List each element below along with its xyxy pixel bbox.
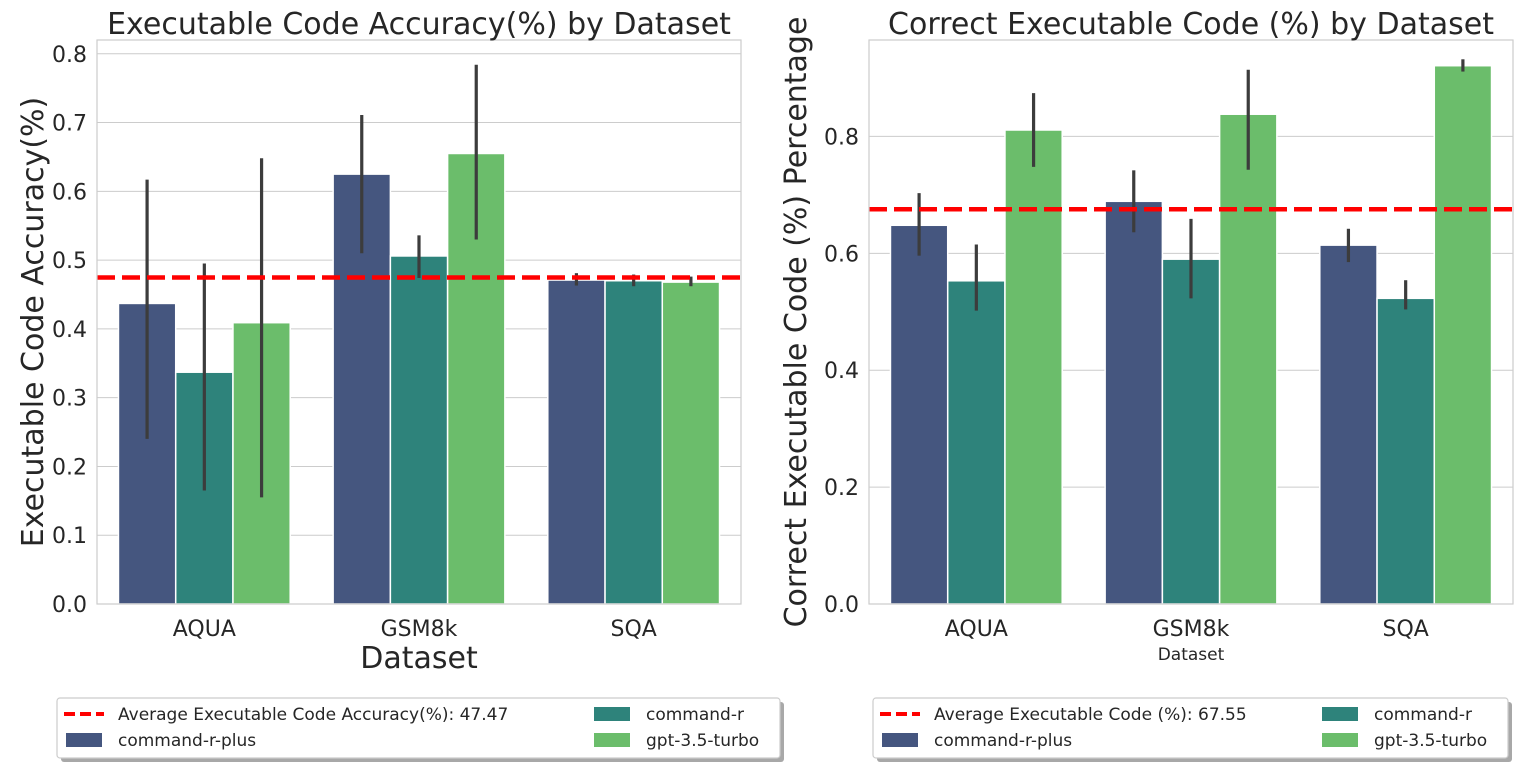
y-tick-label: 0.6 — [52, 180, 87, 205]
legend-label-average: Average Executable Code (%): 67.55 — [934, 705, 1247, 725]
bar-command-r-SQA — [1376, 297, 1436, 605]
y-tick-label: 0.2 — [52, 455, 87, 480]
y-tick-label: 0.2 — [824, 476, 859, 501]
bar-command-r-plus-GSM8k — [1104, 200, 1164, 605]
bar-command-r-plus-SQA — [1319, 244, 1378, 605]
legend: Average Executable Code (%): 67.55 comma… — [872, 697, 1512, 762]
x-tick-label: SQA — [1382, 617, 1428, 642]
bar-gpt-3.5-turbo-SQA — [1433, 64, 1493, 605]
bar-gpt-3.5-turbo-AQUA — [1004, 129, 1063, 605]
bar-command-r-plus-SQA — [547, 279, 606, 605]
x-tick-label: GSM8k — [1153, 617, 1230, 642]
legend-swatch-gpt-3.5-turbo — [594, 733, 630, 747]
bar-group — [117, 152, 721, 605]
bar-command-r-GSM8k — [1161, 258, 1221, 605]
legend-label-gpt-3.5-turbo: gpt-3.5-turbo — [646, 731, 759, 751]
y-tick-label: 0.4 — [52, 318, 87, 343]
bar-command-r-AQUA — [946, 280, 1006, 605]
chart-panel-executable-accuracy: 0.0 0.1 0.2 0.3 0.4 0.5 0.6 0.7 0.8 AQUA GSM8k SQA… — [16, 7, 784, 762]
x-axis-label: Dataset — [360, 641, 478, 676]
legend-label-command-r-plus: command-r-plus — [934, 731, 1072, 751]
y-tick-label: 0.3 — [52, 387, 87, 412]
legend-label-command-r: command-r — [646, 705, 744, 725]
x-tick-label: AQUA — [173, 617, 236, 642]
y-axis-label: Correct Executable Code (%) Percentage — [779, 17, 814, 628]
x-tick-labels: AQUA GSM8k SQA — [945, 617, 1429, 642]
bar-gpt-3.5-turbo-SQA — [661, 281, 721, 605]
legend-label-average: Average Executable Code Accuracy(%): 47.… — [118, 705, 508, 725]
bar-command-r-SQA — [604, 279, 664, 605]
bar-command-r-plus-AQUA — [889, 224, 949, 605]
legend-label-command-r-plus: command-r-plus — [118, 731, 256, 751]
y-tick-label: 0.6 — [824, 242, 859, 267]
y-tick-label: 0.7 — [52, 112, 87, 137]
y-axis-label: Executable Code Accuracy(%) — [16, 97, 51, 547]
bar-command-r-GSM8k — [389, 255, 449, 605]
y-tick-label: 0.0 — [52, 593, 87, 618]
y-tick-label: 0.8 — [824, 125, 859, 150]
legend-swatch-command-r-plus — [66, 733, 102, 747]
legend-label-command-r: command-r — [1374, 705, 1472, 725]
chart-title: Correct Executable Code (%) by Dataset — [888, 7, 1494, 42]
bar-group — [889, 64, 1493, 605]
error-bar-group — [145, 64, 693, 498]
chart-title: Executable Code Accuracy(%) by Dataset — [107, 7, 731, 42]
bar-gpt-3.5-turbo-GSM8k — [1218, 113, 1278, 605]
x-axis-label: Dataset — [1158, 645, 1225, 665]
x-tick-label: AQUA — [945, 617, 1008, 642]
y-tick-label: 0.1 — [52, 524, 87, 549]
x-tick-labels: AQUA GSM8k SQA — [173, 617, 657, 642]
x-tick-label: SQA — [610, 617, 656, 642]
legend-label-gpt-3.5-turbo: gpt-3.5-turbo — [1374, 731, 1487, 751]
y-tick-labels: 0.0 0.1 0.2 0.3 0.4 0.5 0.6 0.7 0.8 — [52, 43, 87, 618]
legend: Average Executable Code Accuracy(%): 47.… — [56, 697, 784, 762]
x-tick-label: GSM8k — [381, 617, 458, 642]
error-bar-group — [917, 59, 1465, 311]
legend-swatch-gpt-3.5-turbo — [1322, 733, 1358, 747]
y-tick-label: 0.0 — [824, 593, 859, 618]
y-tick-labels: 0.0 0.2 0.4 0.6 0.8 — [824, 125, 859, 618]
plot-frame — [868, 39, 1514, 605]
legend-swatch-command-r — [1322, 707, 1358, 721]
y-tick-label: 0.4 — [824, 359, 859, 384]
plot-frame — [96, 39, 742, 605]
y-tick-label: 0.8 — [52, 43, 87, 68]
legend-swatch-command-r-plus — [882, 733, 918, 747]
legend-swatch-command-r — [594, 707, 630, 721]
chart-panel-correct-executable: 0.0 0.2 0.4 0.6 0.8 AQUA GSM8k SQA Correct Exe… — [779, 7, 1514, 762]
y-tick-label: 0.5 — [52, 249, 87, 274]
